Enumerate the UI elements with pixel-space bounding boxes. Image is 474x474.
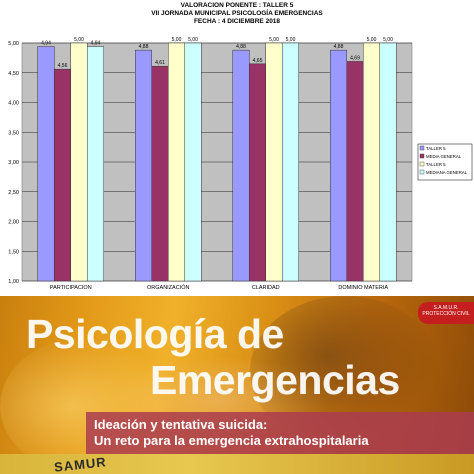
y-tick-label: 1,50 — [8, 249, 19, 255]
legend-label: MEDIA GENERAL — [426, 154, 462, 159]
bar — [330, 49, 347, 282]
bar — [346, 61, 364, 282]
data-label: 4,94 — [41, 41, 51, 47]
data-label: 4,69 — [350, 55, 360, 61]
legend-swatch — [419, 161, 425, 167]
legend-label: TALLER 5 — [426, 162, 446, 167]
bar — [37, 46, 55, 282]
bar — [232, 49, 250, 282]
y-tick-label: 4,50 — [8, 71, 19, 77]
bar — [151, 65, 169, 282]
bar — [249, 63, 266, 282]
data-label: 4,94 — [91, 41, 101, 47]
y-tick-label: 2,50 — [8, 190, 19, 196]
y-tick-label: 3,50 — [8, 130, 19, 136]
data-label: 4,88 — [334, 44, 344, 50]
cover-subtitle-1: Ideación y tentativa suicida: — [94, 417, 268, 432]
legend-swatch — [419, 153, 425, 159]
data-label: 4,65 — [253, 58, 263, 64]
data-label: 4,56 — [58, 63, 68, 69]
magazine-cover: S.A.M.U.R. PROTECCIÓN CIVIL Psicología d… — [0, 296, 474, 474]
category-label: PARTICIPACION — [50, 285, 92, 291]
bar — [265, 42, 283, 282]
y-tick-label: 3,00 — [8, 160, 19, 166]
subtitle-band: Ideación y tentativa suicida: Un reto pa… — [86, 412, 474, 454]
data-label: 5,00 — [383, 37, 393, 43]
bar — [135, 49, 152, 282]
cover-title-line-2: Emergencias — [150, 357, 400, 403]
bar — [54, 68, 71, 282]
data-label: 5,00 — [367, 37, 377, 43]
y-tick-label: 1,00 — [8, 279, 19, 285]
legend-label: MEDIANA GENERAL — [426, 170, 468, 175]
bar — [363, 42, 380, 282]
cover-title-line-1: Psicología de — [26, 311, 284, 357]
category-label: DOMINIO MATERIA — [338, 285, 388, 291]
y-tick-label: 5,00 — [8, 41, 19, 47]
data-label: 5,00 — [269, 37, 279, 43]
chart-title: VALORACION PONENTE : TALLER 5 — [180, 2, 294, 9]
bar — [168, 42, 185, 282]
legend-swatch — [419, 169, 425, 175]
bar — [70, 42, 88, 282]
data-label: 5,00 — [286, 37, 296, 43]
bar — [379, 42, 397, 282]
bar — [184, 42, 202, 282]
bar — [87, 46, 104, 282]
category-label: ORGANIZACIÓN — [147, 284, 190, 291]
data-label: 4,88 — [139, 44, 149, 50]
cover-subtitle-2: Un reto para la emergencia extrahospital… — [94, 433, 369, 448]
strip-text: SAMUR — [53, 454, 108, 474]
data-label: 5,00 — [188, 37, 198, 43]
category-label: CLARIDAD — [252, 285, 280, 291]
legend-swatch — [419, 145, 425, 151]
samur-badge: S.A.M.U.R. PROTECCIÓN CIVIL — [418, 302, 474, 324]
chart-subtitle-1: VII JORNADA MUNICIPAL PSICOLOGÍA EMERGEN… — [151, 10, 323, 17]
data-label: 5,00 — [74, 37, 84, 43]
data-label: 4,61 — [155, 60, 165, 66]
bar-chart: 1,00 1,50 2,00 2,50 3,00 3,50 4,00 4,50 5,00 4,94… — [8, 37, 473, 291]
bar — [282, 42, 299, 282]
chart-subtitle-2: FECHA : 4 DICIEMBRE 2018 — [193, 18, 281, 25]
reflective-strip: SAMUR — [0, 454, 474, 474]
legend-label: TALLER 5 — [426, 146, 446, 151]
data-label: 4,88 — [236, 44, 246, 50]
data-label: 5,00 — [172, 37, 182, 43]
legend-box — [417, 143, 473, 181]
chart-panel: VALORACION PONENTE : TALLER 5 VII JORNAD… — [8, 2, 473, 291]
y-tick-label: 4,00 — [8, 101, 19, 107]
y-tick-label: 2,00 — [8, 220, 19, 226]
